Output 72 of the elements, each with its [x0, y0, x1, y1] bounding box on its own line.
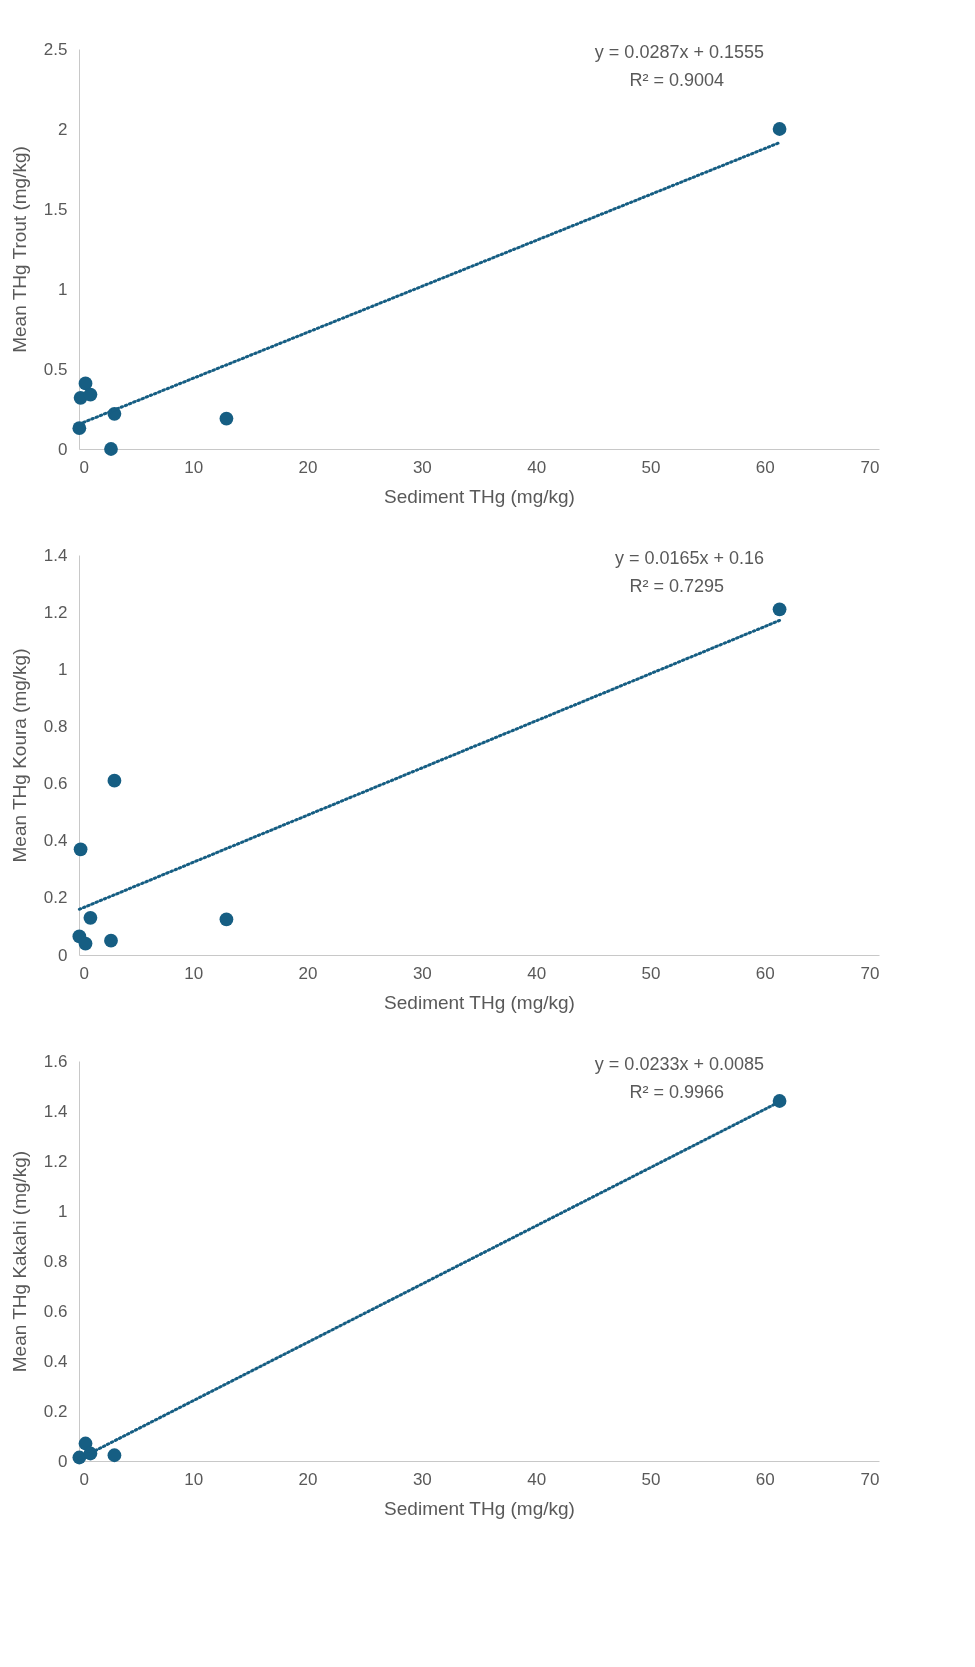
x-tick-label: 40: [527, 1469, 547, 1489]
annotation: y = 0.0165x + 0.16: [614, 548, 764, 568]
x-tick-label: 30: [412, 1469, 432, 1489]
point: [78, 936, 93, 951]
x-tick-label: 10: [184, 1469, 204, 1489]
x-tick-label: 0: [79, 457, 89, 477]
x-tick-label: 40: [527, 963, 547, 983]
annotation: R² = 0.9966: [629, 1082, 724, 1102]
y-tick-label: 1.4: [43, 545, 68, 565]
y-axis-title: Mean THg Trout (mg/kg): [8, 146, 30, 353]
y-tick-label: 1.2: [43, 1151, 68, 1171]
point: [219, 912, 234, 927]
point: [73, 842, 88, 857]
y-tick-label: 0.4: [43, 1351, 68, 1371]
annotation: R² = 0.7295: [629, 576, 724, 596]
y-tick-label: 0: [58, 945, 68, 965]
x-tick-label: 60: [755, 963, 775, 983]
x-tick-label: 70: [860, 1469, 880, 1489]
y-axis-title: Mean THg Kakahi (mg/kg): [8, 1150, 30, 1373]
y-tick-label: 1: [58, 659, 68, 679]
y-tick-label: 1: [58, 1201, 68, 1221]
x-tick-label: 60: [755, 1469, 775, 1489]
y-tick-label: 2: [58, 119, 68, 139]
x-tick-label: 20: [298, 1469, 318, 1489]
y-tick-label: 0.6: [43, 1301, 68, 1321]
x-tick-label: 30: [412, 457, 432, 477]
y-tick-label: 0.4: [43, 831, 68, 851]
x-tick-label: 10: [184, 963, 204, 983]
y-tick-label: 1.5: [43, 199, 68, 219]
point: [107, 1448, 122, 1463]
x-tick-label: 40: [527, 457, 547, 477]
y-tick-label: 0: [58, 1451, 68, 1471]
y-tick-label: 1.6: [43, 1051, 68, 1071]
y-tick-label: 0.5: [43, 359, 68, 379]
x-tick-label: 70: [860, 457, 880, 477]
point: [219, 411, 234, 426]
point: [83, 387, 98, 402]
y-tick-label: 0.8: [43, 716, 68, 736]
y-tick-label: 0.2: [43, 888, 68, 908]
x-tick-label: 50: [641, 1469, 661, 1489]
x-tick-label: 70: [860, 963, 880, 983]
x-tick-label: 20: [298, 457, 318, 477]
y-tick-label: 1.4: [43, 1101, 68, 1121]
x-tick-label: 30: [412, 963, 432, 983]
x-tick-label: 0: [79, 1469, 89, 1489]
point: [78, 376, 93, 391]
y-axis-title: Mean THg Koura (mg/kg): [8, 648, 30, 863]
y-tick-label: 0.6: [43, 774, 68, 794]
y-tick-label: 0.2: [43, 1401, 68, 1421]
annotation: y = 0.0287x + 0.1555: [594, 42, 764, 62]
point: [104, 442, 118, 456]
x-tick-label: 10: [184, 457, 204, 477]
x-tick-label: 20: [298, 963, 318, 983]
point: [772, 122, 787, 136]
y-tick-label: 1: [58, 279, 68, 299]
point: [107, 773, 122, 788]
y-tick-label: 1.2: [43, 602, 68, 622]
point: [104, 933, 118, 948]
y-tick-label: 2.5: [43, 39, 68, 59]
annotation: R² = 0.9004: [629, 70, 724, 90]
x-tick-label: 50: [641, 457, 661, 477]
x-axis-title: Sediment THg (mg/kg): [384, 1497, 575, 1519]
x-tick-label: 50: [641, 963, 661, 983]
x-axis-title: Sediment THg (mg/kg): [384, 991, 575, 1013]
x-tick-label: 0: [79, 963, 89, 983]
annotation: y = 0.0233x + 0.0085: [594, 1054, 764, 1074]
point: [772, 602, 787, 617]
y-tick-label: 0.8: [43, 1251, 68, 1271]
x-tick-label: 60: [755, 457, 775, 477]
y-tick-label: 0: [58, 439, 68, 459]
point: [83, 910, 98, 925]
x-axis-title: Sediment THg (mg/kg): [384, 485, 575, 507]
